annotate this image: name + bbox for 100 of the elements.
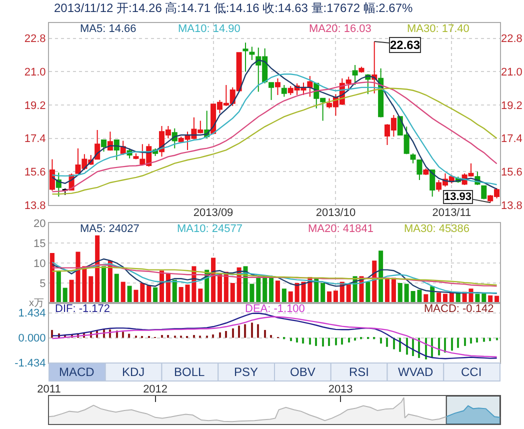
y2-tick-label: 13.8 bbox=[501, 200, 522, 212]
x-tick-label: 2012 bbox=[143, 384, 168, 396]
bar bbox=[451, 338, 453, 351]
bar bbox=[225, 331, 227, 338]
bar bbox=[128, 334, 130, 338]
bar bbox=[322, 338, 324, 346]
bar bbox=[178, 287, 184, 303]
bar bbox=[335, 338, 337, 346]
bar bbox=[391, 278, 396, 303]
candlestick bbox=[94, 130, 100, 160]
bar bbox=[146, 285, 152, 303]
bar bbox=[457, 338, 459, 348]
bar bbox=[244, 324, 246, 338]
bar bbox=[309, 338, 311, 345]
candlestick bbox=[481, 185, 487, 200]
bar bbox=[167, 335, 169, 338]
candlestick bbox=[133, 152, 139, 160]
bar bbox=[288, 291, 293, 303]
bar bbox=[50, 253, 54, 303]
series-label: DEA: -1.100 bbox=[245, 303, 305, 315]
bar bbox=[232, 328, 234, 338]
text: MACD bbox=[59, 365, 95, 379]
bar bbox=[348, 338, 350, 342]
y-tick-label: 0.000 bbox=[18, 332, 46, 345]
y-tick-label: 1.434 bbox=[18, 308, 46, 320]
bar bbox=[436, 292, 442, 303]
bar bbox=[88, 276, 94, 303]
bar bbox=[257, 324, 259, 338]
bar bbox=[114, 274, 119, 303]
bar bbox=[140, 283, 145, 303]
bar bbox=[366, 282, 370, 303]
text: RSI bbox=[349, 365, 370, 379]
bar bbox=[134, 290, 138, 303]
bar bbox=[380, 338, 382, 344]
bar bbox=[51, 330, 53, 338]
bar bbox=[378, 250, 384, 303]
y-tick-label: 21.0 bbox=[24, 66, 46, 79]
chart-title: 2013/11/12 开:14.26 高:14.71 低:14.16 收:14.63 量:17672 幅:2.67% bbox=[54, 1, 414, 15]
bar bbox=[56, 270, 61, 303]
bar bbox=[404, 284, 409, 303]
y2-tick-label: 21.0 bbox=[501, 66, 522, 79]
bar bbox=[327, 291, 332, 303]
candlestick bbox=[249, 46, 255, 61]
text: KDJ bbox=[122, 365, 145, 379]
y-tick-label: 13.8 bbox=[24, 200, 46, 212]
bar bbox=[483, 338, 485, 342]
text: WVAD bbox=[398, 365, 434, 379]
bar bbox=[219, 332, 221, 338]
candlestick bbox=[274, 78, 280, 96]
bar bbox=[193, 335, 195, 338]
y-tick-label: 20 bbox=[34, 218, 46, 230]
candlestick bbox=[281, 84, 287, 98]
bar bbox=[198, 288, 203, 303]
bar bbox=[251, 322, 253, 338]
text: MA10: 14.90 bbox=[178, 23, 240, 35]
text: MA10: 24577 bbox=[177, 223, 242, 235]
bar bbox=[275, 280, 280, 303]
bar bbox=[290, 338, 292, 342]
bar bbox=[302, 338, 304, 344]
bar bbox=[320, 283, 326, 303]
text: MA5: 24027 bbox=[80, 223, 140, 235]
y2-tick-label: 19.2 bbox=[501, 100, 522, 112]
bar bbox=[333, 290, 338, 303]
bar bbox=[95, 235, 100, 303]
candlestick bbox=[114, 139, 120, 161]
bar bbox=[489, 338, 491, 342]
bar bbox=[153, 287, 158, 303]
bar bbox=[470, 338, 472, 344]
bar bbox=[328, 338, 330, 346]
y-tick-label: 19.2 bbox=[24, 100, 46, 112]
candlestick bbox=[49, 158, 55, 192]
bar bbox=[122, 332, 124, 338]
bar bbox=[102, 266, 106, 303]
candlestick bbox=[242, 42, 248, 72]
x-tick-label: 2013/11 bbox=[432, 207, 472, 220]
text: MA30: 17.40 bbox=[407, 23, 470, 35]
x-tick-label: 2013/09 bbox=[193, 207, 234, 220]
y2-tick-label: 15.6 bbox=[501, 166, 522, 179]
bar bbox=[230, 283, 235, 303]
text: PSY bbox=[234, 365, 258, 379]
bar bbox=[315, 338, 317, 346]
bar bbox=[386, 338, 388, 347]
x-tick-label: 2011 bbox=[37, 384, 61, 396]
bar bbox=[62, 288, 68, 303]
bar bbox=[346, 284, 351, 303]
bar bbox=[406, 338, 408, 355]
text: CCI bbox=[461, 365, 482, 379]
y2-tick-label: 22.8 bbox=[501, 33, 522, 46]
bar bbox=[438, 338, 440, 356]
bar bbox=[282, 288, 286, 303]
bar bbox=[238, 326, 240, 338]
candlestick bbox=[358, 66, 364, 74]
y-tick-label: 10 bbox=[34, 258, 46, 270]
annotation: 22.63 bbox=[390, 38, 420, 52]
bar bbox=[393, 338, 395, 350]
text: MA20: 16.03 bbox=[309, 23, 372, 35]
text: OBV bbox=[290, 365, 316, 379]
y-tick-label: 15.6 bbox=[24, 166, 46, 179]
y-tick-label: 17.4 bbox=[24, 133, 46, 146]
candlestick bbox=[372, 41, 378, 94]
